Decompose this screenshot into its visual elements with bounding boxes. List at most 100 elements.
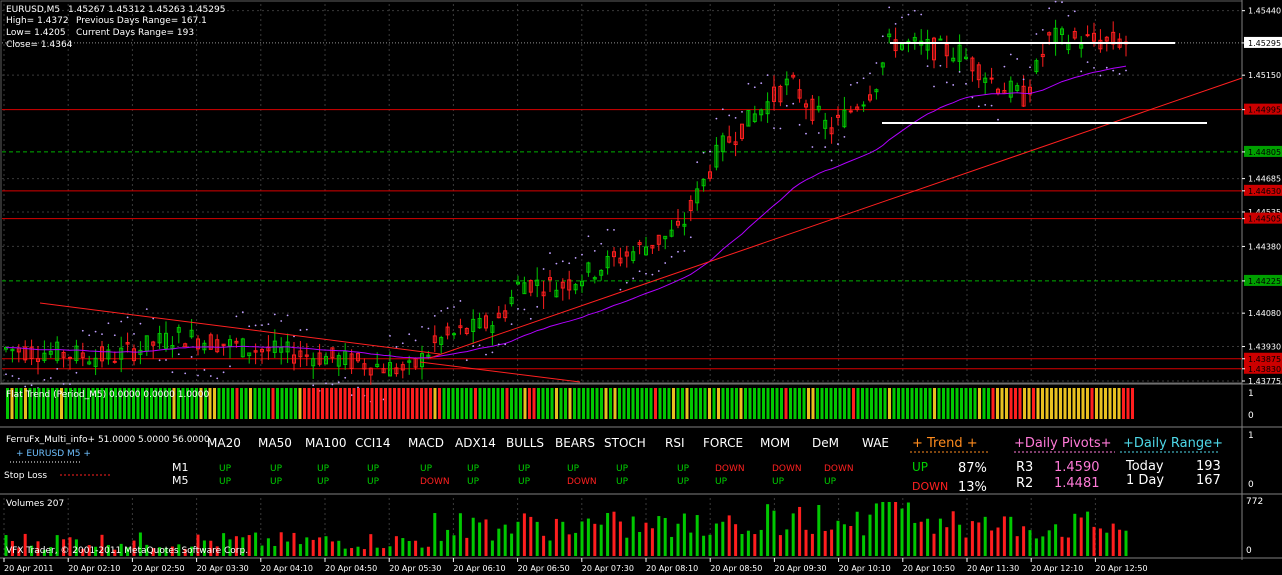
flat-trend-bar[interactable] (478, 388, 482, 419)
flat-trend-bar[interactable] (919, 388, 923, 419)
volume-bar[interactable] (17, 547, 21, 556)
volume-bar[interactable] (106, 544, 110, 556)
volume-bar[interactable] (260, 545, 264, 556)
flat-trend-bar[interactable] (550, 388, 554, 419)
volume-bar[interactable] (721, 521, 725, 556)
flat-trend-bar[interactable] (613, 388, 617, 419)
flat-trend-bar[interactable] (55, 388, 59, 419)
flat-trend-bar[interactable] (168, 388, 171, 419)
flat-trend-bar[interactable] (1009, 388, 1013, 419)
volume-bar[interactable] (567, 534, 571, 556)
flat-trend-bar[interactable] (528, 388, 531, 419)
flat-trend-bar[interactable] (208, 388, 212, 419)
volume-bar[interactable] (113, 549, 117, 556)
flat-trend-bar[interactable] (465, 388, 468, 419)
flat-trend-bar[interactable] (771, 388, 774, 419)
flat-trend-bar[interactable] (523, 388, 527, 419)
flat-trend-bar[interactable] (883, 388, 887, 419)
volume-bar[interactable] (510, 533, 514, 556)
flat-trend-bar[interactable] (568, 388, 572, 419)
flat-trend-bar[interactable] (442, 388, 446, 419)
volume-bar[interactable] (1098, 528, 1102, 556)
flat-trend-bar[interactable] (586, 388, 590, 419)
flat-trend-bar[interactable] (1027, 388, 1031, 419)
flat-trend-bar[interactable] (78, 388, 81, 419)
flat-trend-bar[interactable] (843, 388, 846, 419)
flat-trend-bar[interactable] (271, 388, 275, 419)
flat-trend-bar[interactable] (744, 388, 747, 419)
flat-trend-bar[interactable] (483, 388, 486, 419)
flat-trend-bar[interactable] (874, 388, 878, 419)
flat-trend-bar[interactable] (703, 388, 707, 419)
flat-trend-bar[interactable] (577, 388, 581, 419)
volume-bar[interactable] (554, 518, 558, 556)
volume-bar[interactable] (1015, 536, 1019, 556)
volume-bar[interactable] (791, 513, 795, 556)
flat-trend-bar[interactable] (721, 388, 725, 419)
flat-trend-bar[interactable] (190, 388, 194, 419)
flat-trend-bar[interactable] (690, 388, 693, 419)
flat-trend-bar[interactable] (91, 388, 95, 419)
flat-trend-bar[interactable] (105, 388, 108, 419)
volume-bar[interactable] (414, 540, 418, 556)
volume-bar[interactable] (970, 521, 974, 556)
flat-trend-bar[interactable] (955, 388, 959, 419)
volume-bar[interactable] (164, 547, 168, 556)
flat-trend-bar[interactable] (865, 388, 869, 419)
volume-bar[interactable] (625, 537, 629, 556)
flat-trend-bar[interactable] (825, 388, 828, 419)
volume-bar[interactable] (695, 515, 699, 556)
volume-bar[interactable] (913, 522, 917, 556)
volume-bar[interactable] (222, 533, 226, 556)
volume-bar[interactable] (689, 532, 693, 556)
flat-trend-bar[interactable] (1005, 388, 1008, 419)
volume-bar[interactable] (452, 535, 456, 556)
volume-bar[interactable] (1111, 523, 1115, 556)
volume-bar[interactable] (522, 513, 526, 556)
flat-trend-bar[interactable] (532, 388, 536, 419)
flat-trend-bar[interactable] (33, 388, 36, 419)
flat-trend-bar[interactable] (312, 388, 315, 419)
flat-trend-bar[interactable] (798, 388, 801, 419)
flat-trend-bar[interactable] (910, 388, 914, 419)
volume-bar[interactable] (842, 524, 846, 556)
flat-trend-bar[interactable] (253, 388, 257, 419)
flat-trend-bar[interactable] (150, 388, 153, 419)
flat-trend-bar[interactable] (1036, 388, 1040, 419)
flat-trend-bar[interactable] (1108, 388, 1112, 419)
flat-trend-bar[interactable] (897, 388, 900, 419)
volume-bar[interactable] (369, 534, 373, 556)
flat-trend-bar[interactable] (757, 388, 761, 419)
volume-bar[interactable] (1041, 536, 1045, 556)
flat-trend-bar[interactable] (906, 388, 909, 419)
flat-trend-bar[interactable] (982, 388, 986, 419)
flat-trend-bar[interactable] (474, 388, 477, 419)
volume-bar[interactable] (132, 540, 136, 556)
flat-trend-bar[interactable] (177, 388, 180, 419)
flat-trend-bar[interactable] (294, 388, 297, 419)
volume-bar[interactable] (945, 527, 949, 556)
volume-bar[interactable] (932, 533, 936, 556)
volume-bar[interactable] (42, 549, 46, 556)
volume-bar[interactable] (36, 541, 40, 556)
volume-bar[interactable] (190, 546, 194, 556)
flat-trend-bar[interactable] (1104, 388, 1107, 419)
volume-bar[interactable] (958, 524, 962, 556)
flat-trend-bar[interactable] (51, 388, 54, 419)
flat-trend-bar[interactable] (1018, 388, 1022, 419)
flat-trend-bar[interactable] (847, 388, 851, 419)
volume-bar[interactable] (990, 530, 994, 556)
volume-bar[interactable] (804, 529, 808, 556)
flat-trend-bar[interactable] (654, 388, 657, 419)
flat-trend-bar[interactable] (37, 388, 41, 419)
flat-trend-bar[interactable] (217, 388, 221, 419)
flat-trend-bar[interactable] (451, 388, 455, 419)
volume-bar[interactable] (241, 537, 245, 556)
volumes-panel[interactable] (4, 502, 1128, 556)
volume-bar[interactable] (4, 535, 8, 556)
volume-bar[interactable] (906, 502, 910, 556)
volume-bar[interactable] (996, 527, 1000, 556)
flat-trend-bar[interactable] (645, 388, 648, 419)
volume-bar[interactable] (350, 548, 354, 556)
flat-trend-bar[interactable] (267, 388, 270, 419)
